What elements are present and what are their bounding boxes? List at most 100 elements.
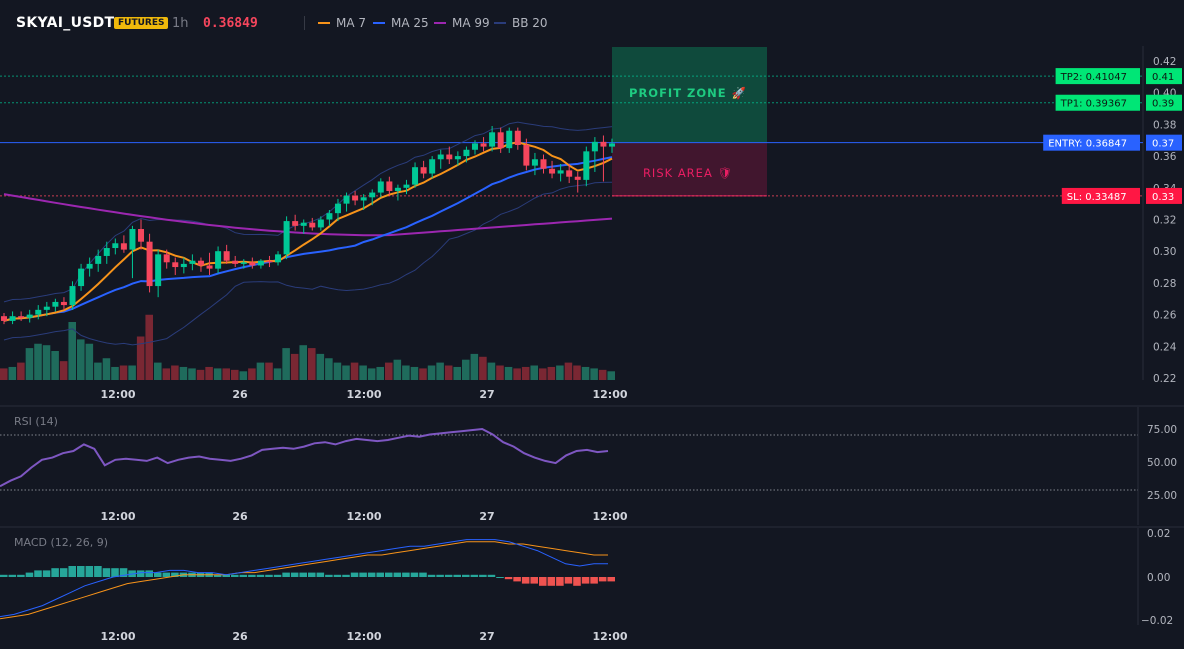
volume-bar (8, 366, 17, 380)
macd-hist-bar (402, 572, 410, 577)
macd-hist-bar (8, 574, 17, 577)
macd-hist-bar (325, 574, 333, 577)
candle-body (360, 197, 367, 201)
volume-bar (273, 368, 282, 380)
candle-body (300, 222, 307, 226)
candle-body (249, 262, 256, 266)
tp1-tag-bg (1055, 94, 1140, 111)
macd-hist-bar (564, 577, 573, 584)
tp2-axis-label: 0.41 (1152, 72, 1174, 83)
rsi-title: RSI (14) (14, 415, 58, 428)
tp1-tag-label: TP1: 0.39367 (1060, 99, 1127, 110)
volume-bar (350, 362, 359, 380)
candle-body (352, 195, 359, 201)
sl-axis-bg (1146, 187, 1182, 204)
macd-hist-bar (607, 577, 615, 582)
time-tick-label: 12:00 (100, 388, 135, 401)
legend-ma99-label: MA 99 (452, 16, 490, 30)
candle-body (180, 263, 187, 268)
macd-hist-bar (308, 572, 316, 577)
volume-bar (299, 345, 307, 380)
volume-bar (136, 336, 145, 380)
legend-bb20[interactable]: BB 20 (494, 16, 548, 30)
macd-hist-bar (42, 570, 51, 577)
macd-hist-bar (410, 572, 419, 577)
macd-hist-bar (299, 572, 307, 577)
macd-hist-bar (273, 574, 282, 577)
macd-hist-bar (290, 572, 299, 577)
candle-body (95, 255, 102, 264)
volume-bar (256, 362, 265, 380)
macd-title: MACD (12, 26, 9) (14, 536, 108, 549)
candle-body (172, 262, 179, 268)
chart-header: SKYAI_USDT FUTURES 1h 0.36849 MA 7 MA 25… (0, 0, 1184, 46)
rsi-tick-25: 25.00 (1147, 490, 1177, 502)
macd-hist-bar (316, 572, 325, 577)
candle-body (155, 254, 162, 287)
candle-body (189, 260, 196, 264)
time-tick-label: 27 (479, 388, 494, 401)
volume-bar (196, 369, 205, 380)
time-tick-label: 27 (479, 630, 494, 643)
macd-hist-bar (427, 574, 436, 577)
volume-bar (111, 366, 119, 380)
candle-body (489, 132, 496, 147)
candle-body (394, 187, 401, 191)
macd-hist-bar (213, 574, 222, 577)
volume-bar (607, 371, 615, 380)
volume-bar (419, 368, 427, 380)
volume-bar (179, 366, 188, 380)
candle-body (266, 260, 273, 263)
time-tick-label: 12:00 (592, 388, 627, 401)
legend-ma25[interactable]: MA 25 (373, 16, 429, 30)
macd-hist-bar (350, 572, 359, 577)
time-tick-label: 26 (232, 510, 248, 523)
legend-ma99[interactable]: MA 99 (434, 16, 490, 30)
entry-axis-label: 0.37 (1152, 139, 1174, 150)
macd-hist-bar (34, 570, 42, 577)
candle-body (480, 143, 487, 147)
tp2-tag-bg (1055, 68, 1140, 85)
timeframe-selector[interactable]: 1h (172, 16, 189, 31)
tp2-axis-bg (1146, 68, 1182, 85)
price-tick-label: 0.26 (1153, 310, 1177, 322)
sl-axis-label: 0.33 (1152, 192, 1174, 203)
macd-hist-bar (530, 577, 538, 584)
candle-body (369, 192, 376, 198)
bb-lower-line (3, 181, 613, 346)
volume-bar (590, 368, 598, 380)
candle-body (206, 265, 213, 269)
candle-body (334, 203, 341, 214)
price-tick-label: 0.24 (1153, 341, 1177, 353)
symbol-name[interactable]: SKYAI_USDT (16, 15, 115, 31)
ma7-swatch (318, 22, 330, 24)
legend-ma7-label: MA 7 (336, 16, 367, 30)
rsi-tick-75: 75.00 (1147, 424, 1177, 436)
macd-hist-bar (419, 572, 427, 577)
volume-bar (573, 365, 581, 380)
candle-body (69, 286, 76, 306)
macd-hist-bar (231, 574, 239, 577)
macd-hist-bar (504, 577, 513, 580)
candle-body (78, 268, 85, 287)
volume-bar (436, 362, 444, 380)
macd-hist-bar (102, 568, 111, 577)
profit-zone (612, 47, 767, 143)
volume-bar (402, 365, 410, 380)
header-divider (304, 16, 305, 30)
macd-hist-bar (496, 577, 504, 578)
time-tick-label: 26 (232, 630, 248, 643)
volume-bar (188, 368, 196, 380)
macd-hist-bar (256, 574, 265, 577)
candle-body (138, 229, 145, 242)
macd-hist-bar (462, 574, 470, 577)
volume-bar (154, 362, 162, 380)
legend-ma7[interactable]: MA 7 (318, 16, 366, 30)
volume-bar (59, 361, 68, 380)
tp1-axis-bg (1146, 94, 1182, 111)
time-tick-label: 12:00 (346, 510, 381, 523)
macd-hist-bar (59, 568, 68, 577)
macd-hist-bar (547, 577, 556, 586)
ma25-line (3, 156, 613, 322)
